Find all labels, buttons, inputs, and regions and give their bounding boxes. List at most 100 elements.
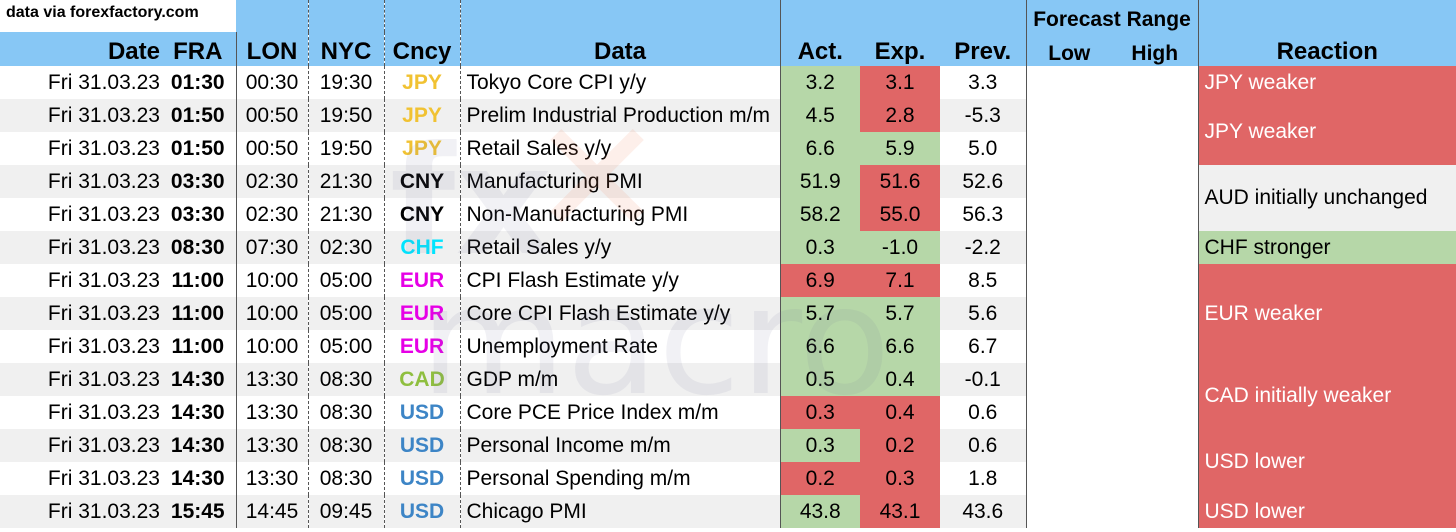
cell-forecast-low [1026,495,1112,528]
cell-expected: 55.0 [860,198,940,231]
cell-fra-time: 01:30 [160,66,237,99]
cell-nyc-time: 19:30 [308,66,385,99]
cell-fra-time: 14:30 [160,429,237,462]
cell-lon-time: 14:45 [236,495,309,528]
cell-previous: 0.6 [940,429,1027,462]
cell-date: Fri 31.03.23 [0,429,160,462]
cell-forecast-high [1112,132,1199,165]
cell-forecast-low [1026,132,1112,165]
cell-fra-time: 14:30 [160,462,237,495]
cell-forecast-low [1026,165,1112,198]
cell-date: Fri 31.03.23 [0,297,160,330]
cell-forecast-high [1112,165,1199,198]
cell-currency: USD [384,396,461,429]
cell-previous: 0.6 [940,396,1027,429]
cell-expected: 3.1 [860,66,940,99]
table-row: Fri 31.03.23 08:30 07:30 02:30 CHF Retail Sal… [0,231,1456,264]
cell-previous: -0.1 [940,363,1027,396]
header-top-nyc [308,0,385,32]
table-row: Fri 31.03.23 03:30 02:30 21:30 CNY Non-Manufa… [0,198,1456,231]
cell-actual: 43.8 [780,495,860,528]
header-date: Date [0,32,160,66]
cell-previous: 56.3 [940,198,1027,231]
cell-forecast-high [1112,363,1199,396]
cell-indicator: Manufacturing PMI [460,165,781,198]
cell-indicator: Tokyo Core CPI y/y [460,66,781,99]
cell-lon-time: 00:30 [236,66,309,99]
cell-lon-time: 10:00 [236,264,309,297]
table-row: Fri 31.03.23 01:30 00:30 19:30 JPY Tokyo Core… [0,66,1456,99]
header-top-exp [860,0,940,32]
cell-expected: 5.7 [860,297,940,330]
cell-forecast-low [1026,330,1112,363]
cell-forecast-low [1026,198,1112,231]
cell-forecast-low [1026,396,1112,429]
cell-previous: -2.2 [940,231,1027,264]
header-lon: LON [236,32,309,66]
cell-nyc-time: 05:00 [308,264,385,297]
cell-forecast-low [1026,99,1112,132]
cell-fra-time: 11:00 [160,264,237,297]
cell-reaction: JPY weaker [1198,99,1456,165]
cell-expected: 0.4 [860,396,940,429]
table-row: Fri 31.03.23 14:30 13:30 08:30 USD Personal I… [0,429,1456,495]
cell-actual: 6.6 [780,132,860,165]
table-row: Fri 31.03.23 14:30 13:30 08:30 USD Core PCE P… [0,396,1456,429]
cell-currency: CNY [384,165,461,198]
cell-fra-time: 15:45 [160,495,237,528]
cell-date: Fri 31.03.23 [0,132,160,165]
header-top-cncy [384,0,461,32]
table-row: Fri 31.03.23 11:00 10:00 05:00 EUR CPI Flash … [0,264,1456,363]
cell-actual: 0.3 [780,231,860,264]
cell-forecast-high [1112,198,1199,231]
cell-indicator: Retail Sales y/y [460,231,781,264]
cell-currency: CHF [384,231,461,264]
cell-fra-time: 11:00 [160,297,237,330]
cell-previous: 5.6 [940,297,1027,330]
cell-expected: 7.1 [860,264,940,297]
header-top-data [460,0,781,32]
table-row: Fri 31.03.23 14:30 13:30 08:30 CAD GDP m/m 0.5… [0,363,1456,429]
cell-fra-time: 03:30 [160,165,237,198]
cell-actual: 5.7 [780,297,860,330]
table-row: Fri 31.03.23 11:00 10:00 05:00 EUR Core CPI F… [0,297,1456,330]
cell-currency: USD [384,462,461,495]
cell-indicator: Core CPI Flash Estimate y/y [460,297,781,330]
cell-reaction: AUD initially unchanged [1198,165,1456,231]
header-act: Act. [780,32,860,66]
header-fra: FRA [160,32,237,66]
cell-currency: USD [384,495,461,528]
cell-nyc-time: 08:30 [308,363,385,396]
cell-indicator: Unemployment Rate [460,330,781,363]
cell-indicator: Personal Spending m/m [460,462,781,495]
cell-forecast-high [1112,495,1199,528]
header-prev: Prev. [940,32,1027,66]
cell-nyc-time: 19:50 [308,99,385,132]
cell-reaction: CAD initially weaker [1198,363,1456,429]
cell-date: Fri 31.03.23 [0,165,160,198]
cell-forecast-high [1112,462,1199,495]
cell-fra-time: 03:30 [160,198,237,231]
header-top-prev [940,0,1027,32]
cell-forecast-high [1112,99,1199,132]
cell-reaction: JPY weaker [1198,66,1456,99]
cell-indicator: Personal Income m/m [460,429,781,462]
cell-currency: JPY [384,132,461,165]
cell-date: Fri 31.03.23 [0,495,160,528]
cell-fra-time: 01:50 [160,99,237,132]
cell-previous: 6.7 [940,330,1027,363]
source-note: data via forexfactory.com [0,0,236,32]
cell-date: Fri 31.03.23 [0,231,160,264]
header-forecast-range: Forecast Range [1026,0,1199,32]
cell-date: Fri 31.03.23 [0,330,160,363]
cell-expected: 51.6 [860,165,940,198]
table-row: Fri 31.03.23 01:50 00:50 19:50 JPY Prelim Ind… [0,99,1456,165]
cell-fra-time: 01:50 [160,132,237,165]
cell-expected: 6.6 [860,330,940,363]
header-exp: Exp. [860,32,940,66]
cell-nyc-time: 21:30 [308,165,385,198]
cell-previous: 8.5 [940,264,1027,297]
cell-indicator: Core PCE Price Index m/m [460,396,781,429]
cell-forecast-high [1112,396,1199,429]
